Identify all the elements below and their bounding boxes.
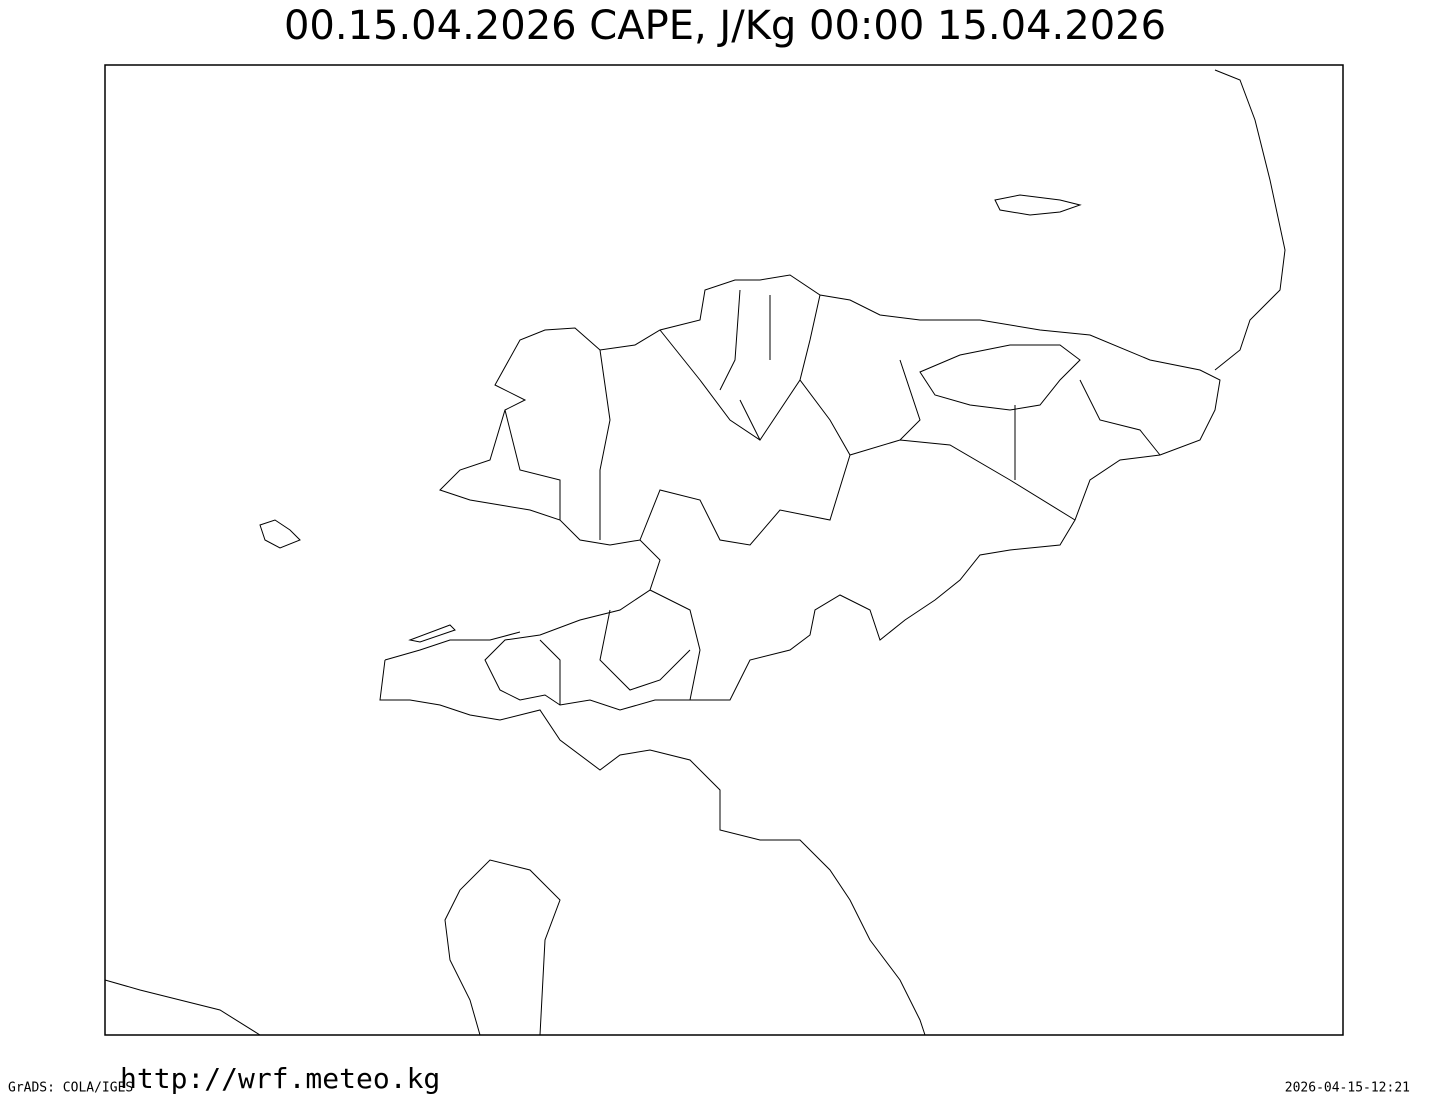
border: [1214, 69, 1286, 371]
lake: [259, 194, 1082, 643]
border: [104, 859, 561, 1036]
borders: [104, 69, 1286, 1036]
url: http://wrf.meteo.kg: [120, 1062, 440, 1095]
issyk-kul: [919, 344, 1081, 411]
timestamp: 2026-04-15-12:21: [1285, 1081, 1410, 1096]
grads-credit: GrADS: COLA/IGES: [8, 1081, 133, 1096]
map-frame: [104, 64, 1344, 1036]
border: [379, 631, 926, 1036]
kyrgyz-border: [439, 274, 1221, 711]
title: 00.15.04.2026 CAPE, J/Kg 00:00 15.04.202…: [284, 3, 1166, 49]
province-lines: [504, 289, 1161, 705]
